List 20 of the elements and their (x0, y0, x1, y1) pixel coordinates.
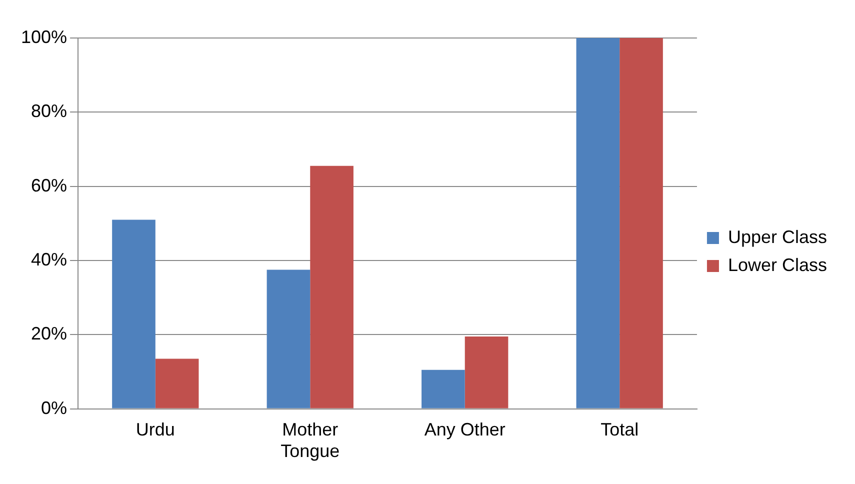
x-tick-label: Any Other (424, 420, 506, 440)
bar (266, 270, 310, 408)
y-tick-label: 20% (31, 324, 68, 344)
x-tick-label: Urdu (136, 420, 175, 440)
y-tick-label: 80% (31, 101, 68, 122)
x-tick-label: Total (600, 420, 639, 440)
y-tick-label: 0% (41, 398, 68, 418)
y-tick-label: 40% (31, 249, 68, 270)
y-tick-label: 60% (31, 175, 68, 196)
bar (422, 370, 465, 408)
bar (576, 38, 620, 408)
bar (155, 358, 199, 408)
bar (464, 336, 508, 408)
legend-label: Lower Class (728, 254, 828, 275)
y-tick-label: 100% (20, 26, 68, 47)
bar (112, 220, 156, 408)
legend-label: Upper Class (728, 226, 828, 247)
x-tick-label: Mother Tongue (280, 420, 340, 462)
bar (620, 38, 663, 408)
bar (310, 166, 354, 408)
